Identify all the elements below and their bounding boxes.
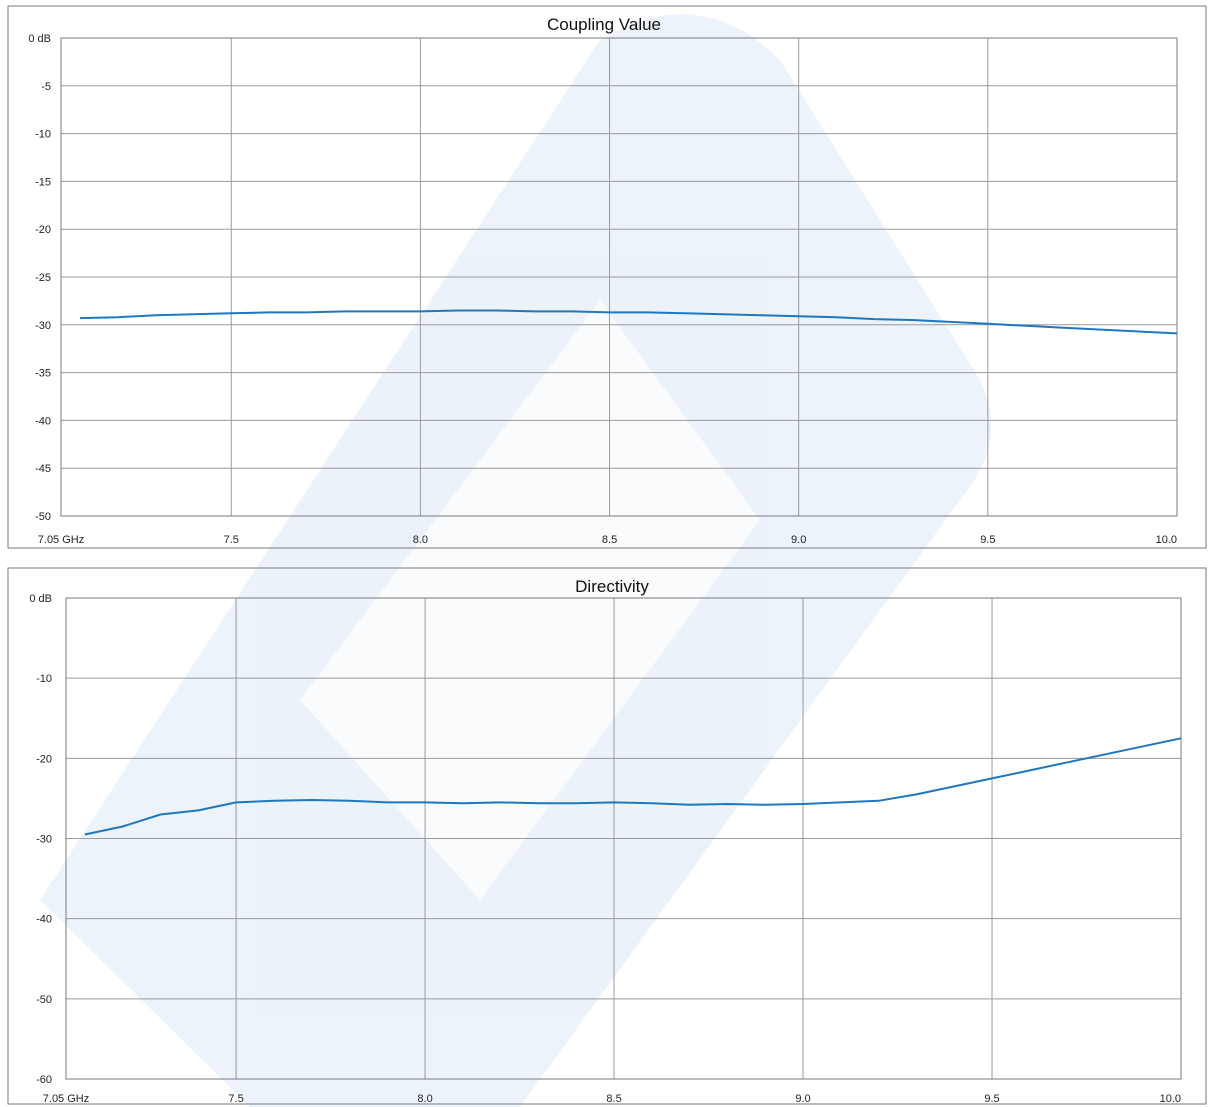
- y-tick-label: -20: [35, 224, 51, 236]
- y-tick-label: -25: [35, 272, 51, 284]
- x-tick-label: 9.0: [795, 1093, 810, 1105]
- plot-area-border: [60, 37, 1178, 517]
- x-tick-label: 8.0: [413, 534, 428, 546]
- y-tick-label: -10: [36, 673, 52, 685]
- y-tick-label: -40: [36, 914, 52, 926]
- y-tick-label: -50: [35, 511, 51, 523]
- y-tick-label: 0 dB: [28, 33, 51, 45]
- x-tick-label: 8.5: [606, 1093, 621, 1105]
- chart-frame: [7, 567, 1207, 1105]
- x-axis-labels: 7.05 GHz 7.5 8.0 8.5 9.0 9.5 10.0: [43, 1093, 1181, 1105]
- y-tick-label: -15: [35, 176, 51, 188]
- chart-title: Directivity: [575, 577, 649, 596]
- chart-frame: [7, 5, 1207, 549]
- y-tick-label: -35: [35, 368, 51, 380]
- x-tick-label: 10.0: [1156, 534, 1177, 546]
- series-line: [84, 737, 1182, 836]
- coupling-value-chart: Coupling Value 0 dB -5 -10 -15 -20 -25 -30 -35 -…: [7, 5, 1207, 549]
- x-tick-label: 7.5: [224, 534, 239, 546]
- x-tick-label: 9.5: [984, 1093, 999, 1105]
- x-tick-label: 7.05 GHz: [43, 1093, 89, 1105]
- y-axis-labels: 0 dB -10 -20 -30 -40 -50 -60: [29, 593, 52, 1086]
- y-tick-label: -40: [35, 415, 51, 427]
- y-tick-label: -50: [36, 994, 52, 1006]
- x-tick-label: 9.5: [980, 534, 995, 546]
- x-tick-label: 8.0: [417, 1093, 432, 1105]
- y-tick-label: 0 dB: [29, 593, 52, 605]
- watermark-logo: [40, 14, 992, 1107]
- y-tick-label: -60: [36, 1074, 52, 1086]
- plot-area-border: [65, 597, 1182, 1080]
- y-tick-label: -5: [41, 81, 51, 93]
- chart-title: Coupling Value: [547, 15, 661, 34]
- x-tick-label: 10.0: [1160, 1093, 1181, 1105]
- x-axis-labels: 7.05 GHz 7.5 8.0 8.5 9.0 9.5 10.0: [38, 534, 1177, 546]
- x-tick-label: 8.5: [602, 534, 617, 546]
- y-tick-label: -30: [35, 320, 51, 332]
- y-tick-label: -45: [35, 463, 51, 475]
- y-tick-label: -30: [36, 834, 52, 846]
- series-line: [79, 309, 1178, 335]
- x-tick-label: 9.0: [791, 534, 806, 546]
- y-tick-label: -20: [36, 753, 52, 765]
- directivity-chart: Directivity 0 dB -10 -20 -30 -40 -50 -60 7.05 …: [7, 567, 1207, 1105]
- y-axis-labels: 0 dB -5 -10 -15 -20 -25 -30 -35 -40 -45 -50: [28, 33, 51, 523]
- x-tick-label: 7.05 GHz: [38, 534, 84, 546]
- x-tick-label: 7.5: [228, 1093, 243, 1105]
- y-tick-label: -10: [35, 129, 51, 141]
